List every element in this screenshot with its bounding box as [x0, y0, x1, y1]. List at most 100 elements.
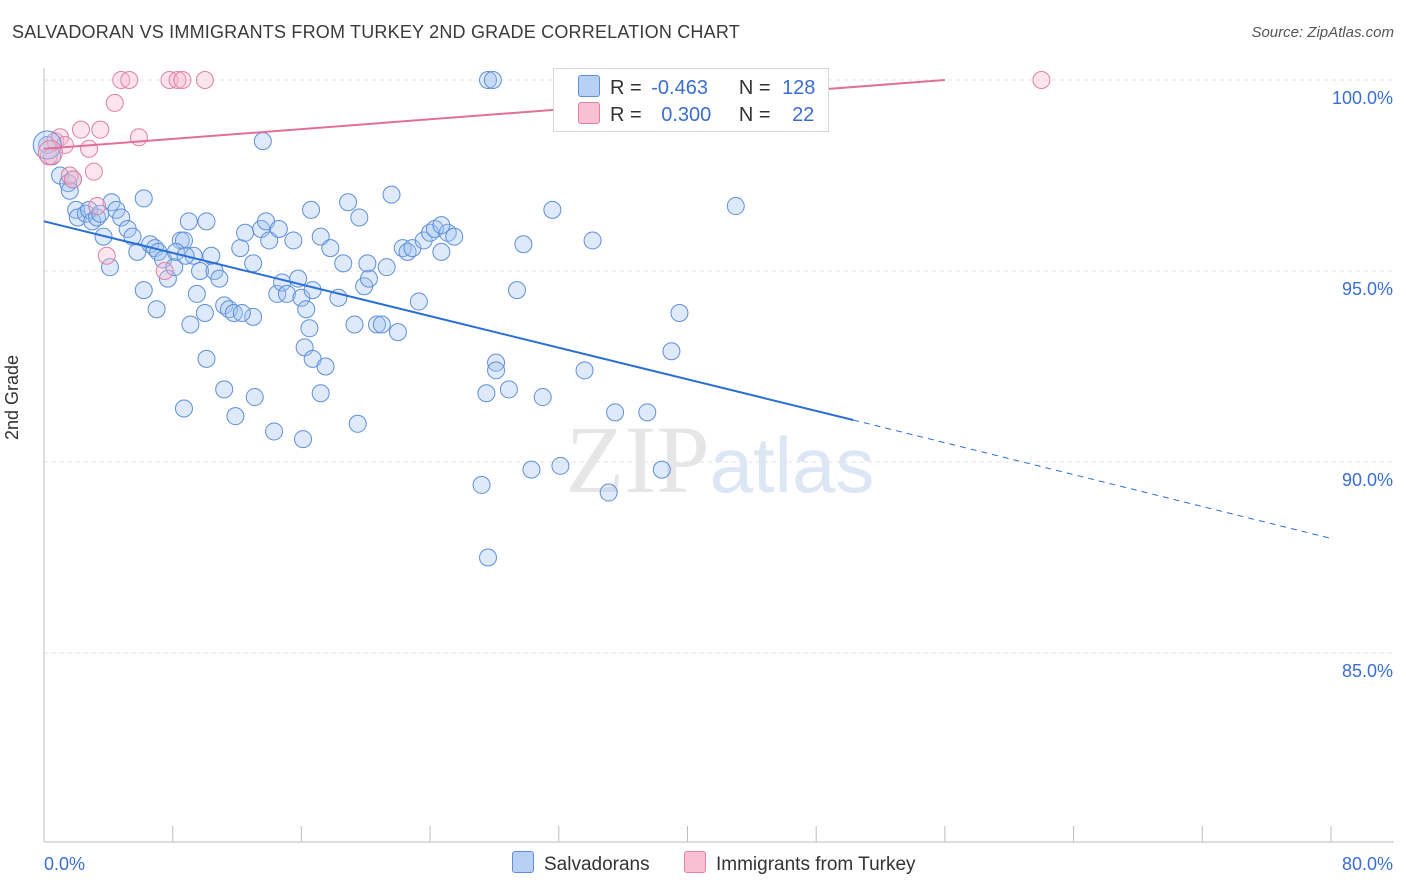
point-turkey	[155, 262, 174, 280]
point-salvadoran	[187, 284, 206, 303]
point-salvadoran	[284, 231, 303, 250]
point-salvadoran	[368, 315, 387, 334]
trend-line-salvadorans-extension	[853, 419, 1332, 539]
point-salvadoran	[377, 258, 396, 277]
point-salvadoran	[514, 235, 533, 254]
point-salvadoran	[191, 262, 210, 280]
point-salvadoran	[244, 307, 263, 326]
point-salvadoran	[583, 231, 602, 250]
point-salvadoran	[472, 475, 491, 494]
legend-row-turkey: R = 0.300 N = 22	[578, 102, 814, 127]
point-salvadoran	[112, 208, 131, 227]
point-salvadoran	[300, 319, 319, 338]
point-salvadoran	[244, 254, 263, 273]
point-salvadoran	[181, 315, 200, 334]
point-salvadoran	[670, 304, 689, 323]
point-salvadoran	[479, 548, 498, 567]
point-salvadoran	[551, 456, 570, 475]
point-salvadoran	[60, 181, 79, 200]
gridlines	[44, 79, 1394, 654]
point-salvadoran	[269, 219, 288, 238]
point-salvadoran	[245, 388, 264, 407]
data-points	[32, 71, 1051, 567]
point-turkey	[129, 128, 148, 147]
bottom-swatch-salvadorans	[512, 851, 534, 873]
point-salvadoran	[477, 384, 496, 403]
bottom-swatch-turkey	[684, 851, 706, 873]
point-salvadoran	[210, 269, 229, 288]
watermark-atlas: atlas	[710, 421, 875, 509]
point-salvadoran	[409, 292, 428, 311]
legend-box: R = -0.463 N = 128 R = 0.300 N = 22	[553, 68, 829, 132]
point-salvadoran	[359, 269, 378, 288]
bottom-legend-salvadorans[interactable]: Salvadorans	[512, 851, 650, 876]
point-salvadoran	[174, 399, 193, 418]
y-tick-label: 95.0%	[1342, 279, 1393, 299]
point-salvadoran	[382, 185, 401, 204]
point-salvadoran	[445, 227, 464, 246]
y-axis-label: 2nd Grade	[2, 355, 23, 440]
point-salvadoran	[479, 71, 498, 89]
x-tick-label-max: 80.0%	[1342, 854, 1393, 874]
legend-r-salvadorans: -0.463	[651, 77, 708, 99]
point-salvadoran	[345, 315, 364, 334]
bottom-legend-turkey[interactable]: Immigrants from Turkey	[684, 851, 916, 876]
point-turkey	[120, 71, 139, 89]
point-turkey	[84, 162, 103, 181]
point-salvadoran	[179, 212, 198, 231]
bottom-legend-label-turkey: Immigrants from Turkey	[716, 854, 916, 875]
trend-line-salvadorans	[43, 220, 854, 421]
point-salvadoran	[372, 315, 391, 334]
point-salvadoran	[487, 353, 506, 372]
point-salvadoran	[316, 357, 335, 376]
point-salvadoran	[358, 254, 377, 273]
legend-n-label: N =	[738, 77, 771, 99]
point-salvadoran	[197, 349, 216, 368]
point-turkey	[97, 246, 116, 265]
point-salvadoran	[32, 130, 62, 160]
y-axis-label-text: 2nd Grade	[2, 354, 22, 440]
point-salvadoran	[202, 246, 221, 265]
point-salvadoran	[226, 407, 245, 426]
point-salvadoran	[236, 223, 255, 242]
legend-row-salvadorans: R = -0.463 N = 128	[578, 75, 815, 100]
point-salvadoran	[215, 380, 234, 399]
legend-n-turkey: 22	[792, 104, 815, 126]
point-salvadoran	[334, 254, 353, 273]
point-salvadoran	[348, 414, 367, 433]
legend-swatch-salvadorans	[578, 75, 600, 97]
point-salvadoran	[231, 239, 250, 258]
legend-swatch-turkey	[578, 102, 600, 124]
bottom-legend-label-salvadorans: Salvadorans	[544, 854, 650, 875]
x-tick-label-min: 0.0%	[44, 854, 85, 874]
point-salvadoran	[487, 361, 506, 380]
point-salvadoran	[606, 403, 625, 422]
y-tick-label: 90.0%	[1342, 470, 1393, 490]
point-salvadoran	[432, 216, 451, 235]
point-salvadoran	[638, 403, 657, 422]
point-salvadoran	[195, 304, 214, 323]
legend-n-label-2: N =	[738, 104, 771, 126]
watermark-zip: ZIP	[566, 406, 710, 513]
point-turkey	[37, 140, 63, 166]
legend-r-label-2: R =	[610, 104, 642, 126]
point-salvadoran	[662, 342, 681, 361]
point-turkey	[72, 120, 91, 139]
point-salvadoran	[232, 304, 251, 323]
point-salvadoran	[414, 231, 433, 250]
point-turkey	[63, 170, 82, 189]
point-salvadoran	[134, 189, 153, 208]
point-salvadoran	[100, 258, 119, 277]
watermark-text: ZIPatlas	[566, 406, 875, 513]
legend-r-label: R =	[610, 77, 642, 99]
y-tick-label: 100.0%	[1332, 88, 1393, 108]
axes	[43, 68, 1394, 843]
point-salvadoran	[67, 200, 86, 219]
point-salvadoran	[321, 239, 340, 258]
point-salvadoran	[652, 460, 671, 479]
point-salvadoran	[311, 384, 330, 403]
point-salvadoran	[197, 212, 216, 231]
point-salvadoran	[165, 258, 184, 277]
point-salvadoran	[388, 323, 407, 342]
